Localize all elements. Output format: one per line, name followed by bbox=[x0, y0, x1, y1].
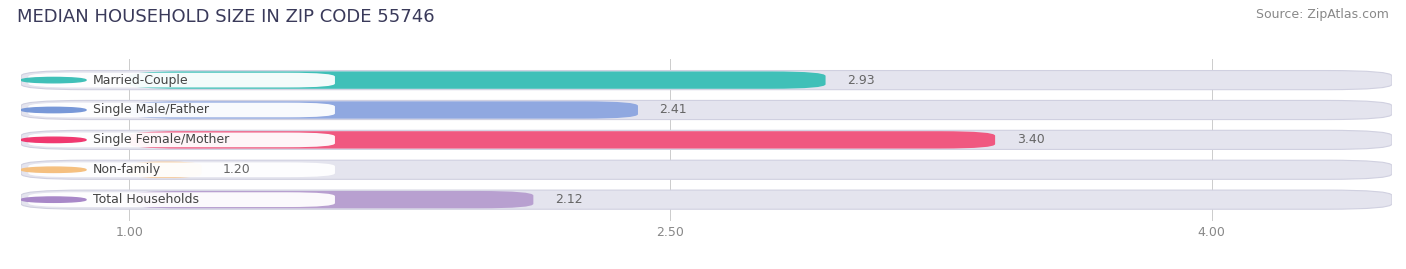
Text: 2.12: 2.12 bbox=[555, 193, 582, 206]
FancyBboxPatch shape bbox=[28, 162, 335, 177]
FancyBboxPatch shape bbox=[129, 131, 995, 148]
Circle shape bbox=[21, 137, 86, 143]
FancyBboxPatch shape bbox=[129, 161, 201, 178]
Text: Single Male/Father: Single Male/Father bbox=[93, 104, 209, 116]
Circle shape bbox=[21, 77, 86, 83]
FancyBboxPatch shape bbox=[21, 100, 1392, 119]
FancyBboxPatch shape bbox=[129, 72, 825, 89]
Text: 2.93: 2.93 bbox=[848, 74, 875, 87]
Text: Married-Couple: Married-Couple bbox=[93, 74, 188, 87]
Text: Source: ZipAtlas.com: Source: ZipAtlas.com bbox=[1256, 8, 1389, 21]
FancyBboxPatch shape bbox=[28, 192, 335, 207]
FancyBboxPatch shape bbox=[21, 70, 1392, 90]
FancyBboxPatch shape bbox=[129, 101, 638, 119]
FancyBboxPatch shape bbox=[28, 133, 335, 147]
Text: Total Households: Total Households bbox=[93, 193, 200, 206]
Text: Non-family: Non-family bbox=[93, 163, 162, 176]
Text: 2.41: 2.41 bbox=[659, 104, 688, 116]
FancyBboxPatch shape bbox=[21, 160, 1392, 179]
FancyBboxPatch shape bbox=[28, 103, 335, 117]
FancyBboxPatch shape bbox=[28, 73, 335, 87]
Circle shape bbox=[21, 197, 86, 202]
Text: 1.20: 1.20 bbox=[224, 163, 250, 176]
Text: 3.40: 3.40 bbox=[1017, 133, 1045, 146]
Circle shape bbox=[21, 167, 86, 172]
Text: MEDIAN HOUSEHOLD SIZE IN ZIP CODE 55746: MEDIAN HOUSEHOLD SIZE IN ZIP CODE 55746 bbox=[17, 8, 434, 26]
FancyBboxPatch shape bbox=[129, 191, 533, 208]
Text: Single Female/Mother: Single Female/Mother bbox=[93, 133, 229, 146]
FancyBboxPatch shape bbox=[21, 190, 1392, 209]
Circle shape bbox=[21, 107, 86, 113]
FancyBboxPatch shape bbox=[21, 130, 1392, 150]
